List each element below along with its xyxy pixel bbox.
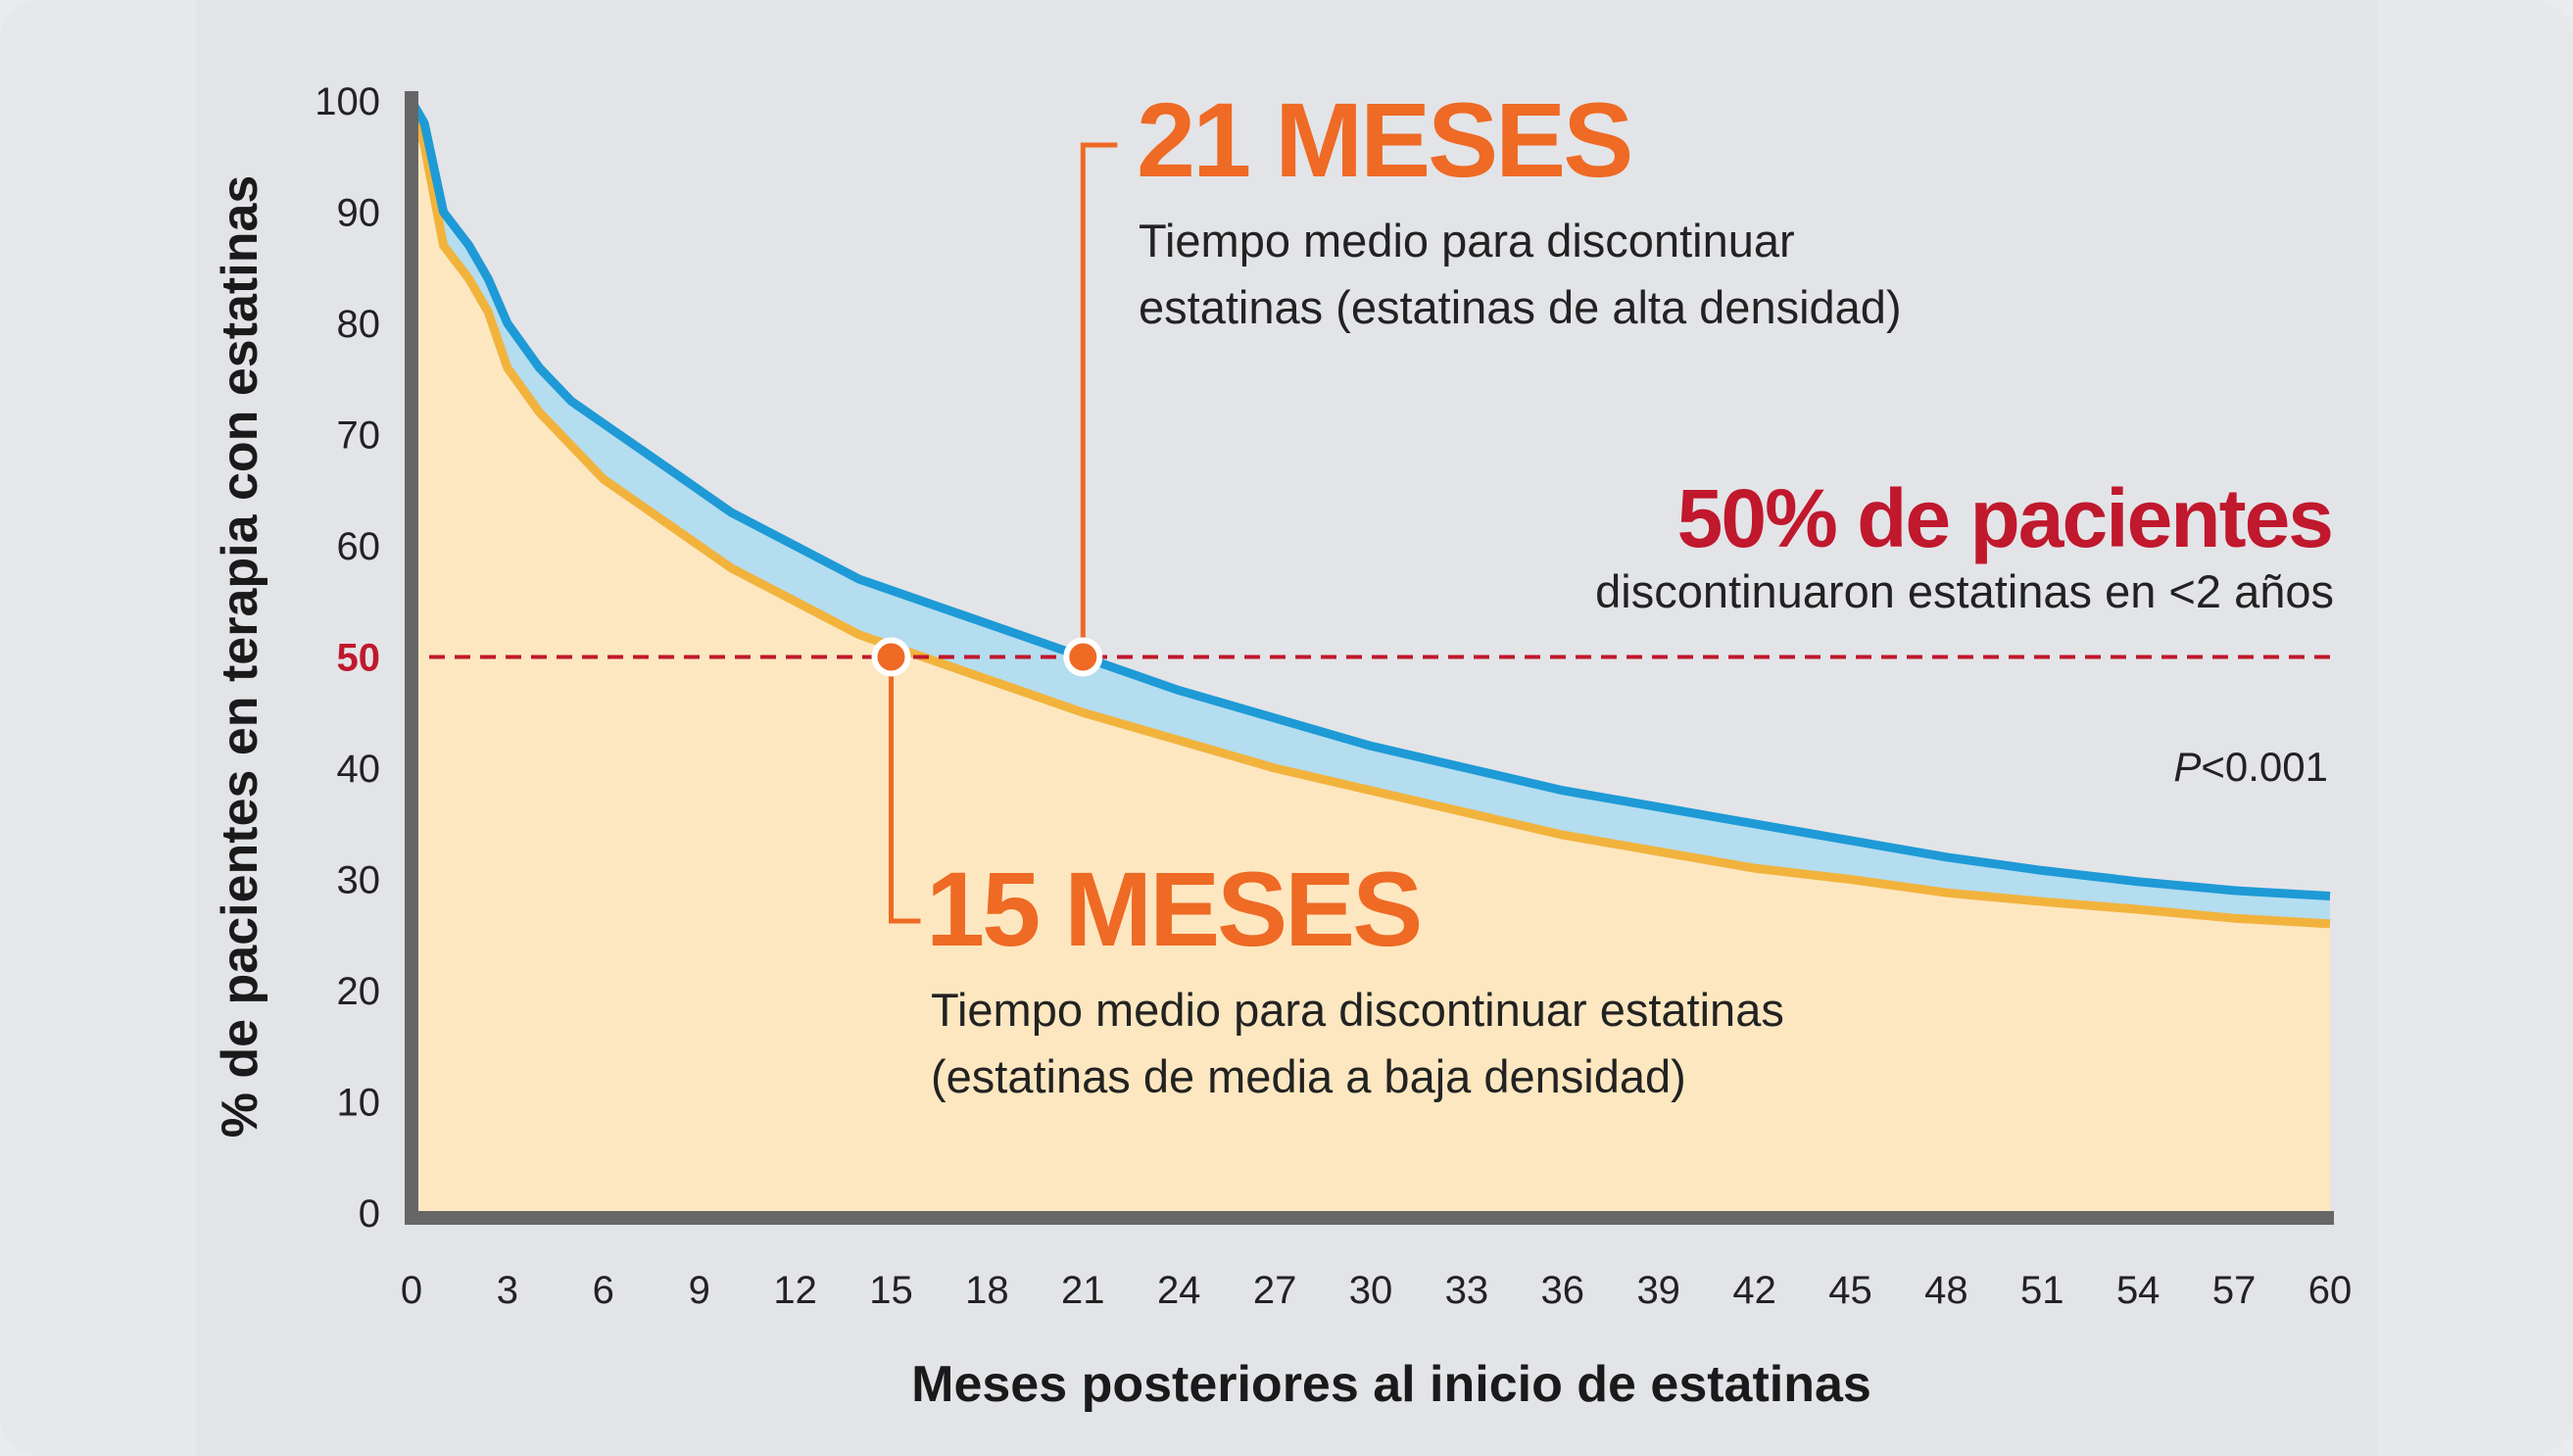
- x-tick-label: 42: [1732, 1269, 1776, 1312]
- x-tick-label: 24: [1157, 1269, 1201, 1312]
- annotation-low-line2: (estatinas de media a baja densidad): [931, 1050, 1686, 1102]
- y-tick-label: 40: [337, 748, 381, 791]
- line-layer: [407, 98, 2331, 929]
- p-value: P<0.001: [2173, 744, 2328, 790]
- annotation-high-line1: Tiempo medio para discontinuar: [1139, 215, 1795, 267]
- annotation-low-line1: Tiempo medio para discontinuar estatinas: [931, 984, 1784, 1036]
- x-tick-label: 3: [497, 1269, 518, 1312]
- x-tick-label: 12: [773, 1269, 817, 1312]
- p-value-italic: P: [2173, 744, 2201, 790]
- x-tick-label: 30: [1349, 1269, 1393, 1312]
- x-tick-label: 48: [1924, 1269, 1968, 1312]
- x-tick-label: 33: [1445, 1269, 1489, 1312]
- line-low-series: [407, 99, 2331, 929]
- marker-21: [1063, 637, 1103, 677]
- y-tick-label: 20: [337, 970, 381, 1013]
- y-tick-labels: 0 10 20 30 40 50 60 70 80 90 100: [315, 80, 380, 1236]
- annotation-high-line2: estatinas (estatinas de alta densidad): [1139, 281, 1902, 333]
- y-tick-label: 80: [337, 303, 381, 346]
- y-tick-label: 90: [337, 192, 381, 235]
- y-tick-label: 100: [315, 80, 380, 123]
- x-tick-label: 57: [2212, 1269, 2257, 1312]
- y-axis-title: % de pacientes en terapia con estatinas: [212, 175, 268, 1139]
- y-tick-label: 70: [337, 414, 381, 458]
- x-tick-label: 45: [1828, 1269, 1872, 1312]
- annotation-half-title: 50% de pacientes: [1677, 472, 2332, 564]
- x-tick-label: 60: [2308, 1269, 2353, 1312]
- x-axis-title: Meses posteriores al inicio de estatinas: [911, 1356, 1871, 1413]
- p-value-rest: <0.001: [2201, 744, 2328, 790]
- axes-layer: [405, 91, 2334, 1225]
- y-tick-label: 0: [359, 1192, 380, 1236]
- x-tick-label: 39: [1636, 1269, 1680, 1312]
- x-tick-labels: 0 3 6 9 12 15 18 21 24 27 30 33 36 39 42 45 48 51 54 57 60: [401, 1269, 2352, 1312]
- leader-line-15: [889, 656, 921, 924]
- y-tick-label: 50: [337, 637, 381, 680]
- annotation-high-title: 21 MESES: [1137, 80, 1630, 199]
- x-tick-label: 15: [869, 1269, 913, 1312]
- x-tick-label: 36: [1541, 1269, 1585, 1312]
- x-tick-label: 0: [401, 1269, 422, 1312]
- x-tick-label: 27: [1253, 1269, 1297, 1312]
- reference-layer: [429, 142, 2340, 924]
- annotation-half-subtitle: discontinuaron estatinas en <2 años: [1595, 565, 2334, 617]
- x-tick-label: 6: [593, 1269, 614, 1312]
- x-tick-label: 21: [1061, 1269, 1105, 1312]
- area-layer: [412, 101, 2330, 1213]
- x-tick-label: 54: [2116, 1269, 2160, 1312]
- annotation-low-title: 15 MESES: [926, 849, 1420, 968]
- x-tick-label: 9: [689, 1269, 710, 1312]
- y-tick-label: 30: [337, 859, 381, 902]
- area-between-series: [412, 101, 2330, 924]
- leader-line-21: [1080, 142, 1118, 657]
- area-low-series: [412, 101, 2330, 1213]
- y-tick-label: 10: [337, 1082, 381, 1125]
- y-tick-label: 60: [337, 525, 381, 568]
- x-tick-label: 18: [965, 1269, 1009, 1312]
- line-high-series: [408, 98, 2331, 900]
- marker-15: [871, 637, 911, 677]
- x-tick-label: 51: [2020, 1269, 2064, 1312]
